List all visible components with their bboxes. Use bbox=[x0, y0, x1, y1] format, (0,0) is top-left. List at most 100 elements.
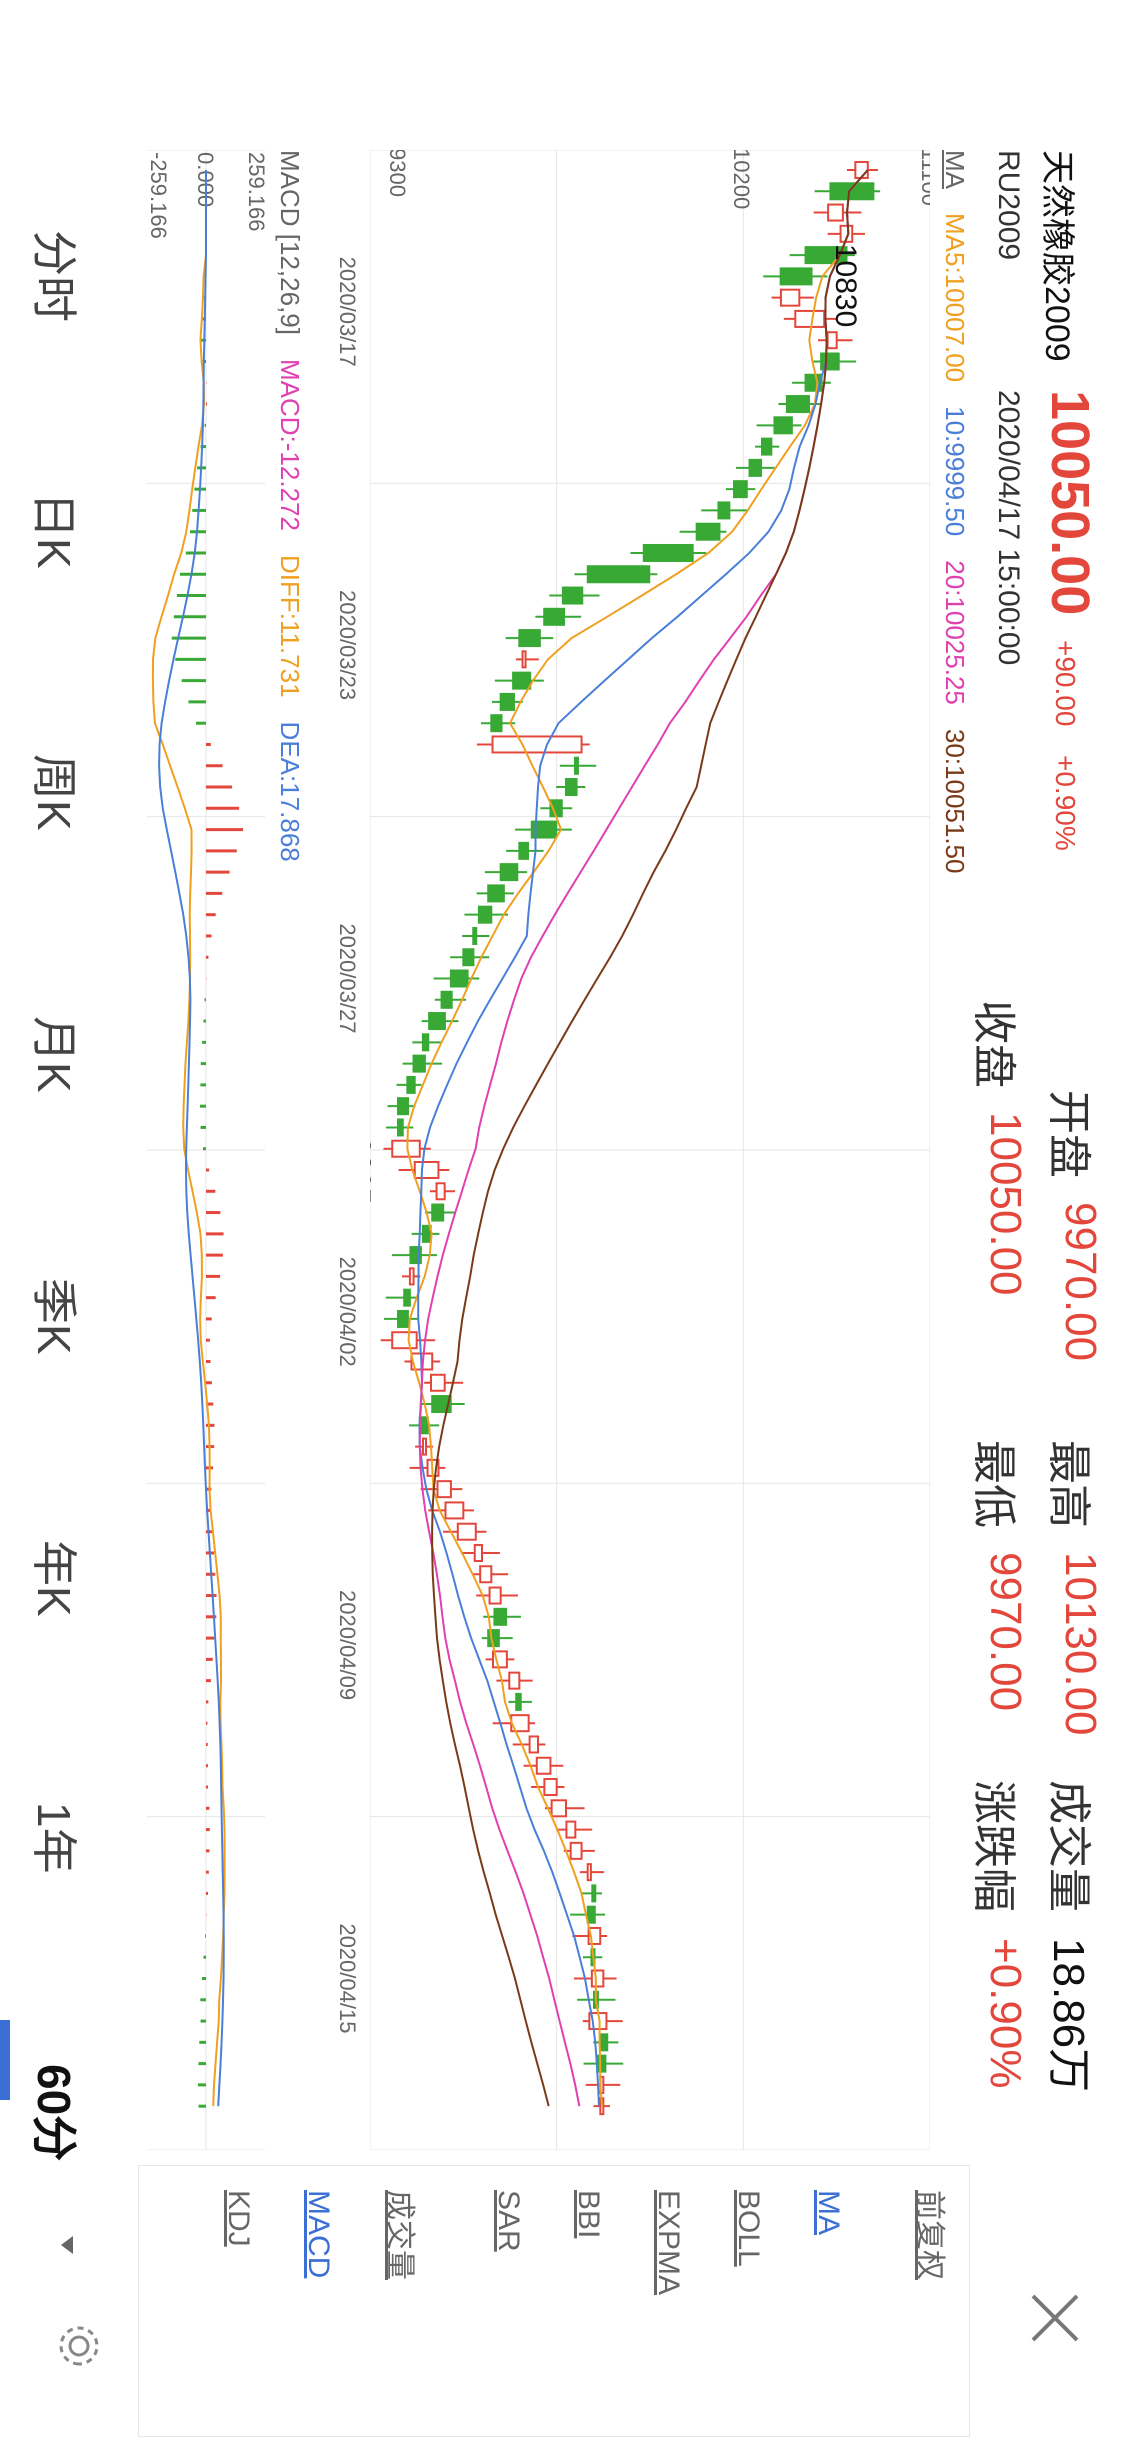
candle-body bbox=[717, 501, 731, 520]
candle-body bbox=[431, 1203, 445, 1222]
price-tick: 10200 bbox=[729, 150, 754, 209]
candle-body bbox=[422, 1437, 427, 1456]
macd-tick: -259.166 bbox=[147, 152, 171, 239]
indicator-item[interactable]: KDJ bbox=[222, 2190, 255, 2247]
indicator-item[interactable]: BBI bbox=[572, 2190, 605, 2239]
ma-legend-item: 30:10051.50 bbox=[940, 728, 970, 874]
period-tab[interactable]: 周K bbox=[28, 754, 80, 831]
candle-body bbox=[535, 1756, 552, 1775]
candle-body bbox=[487, 884, 505, 903]
indicator-item[interactable]: BOLL bbox=[732, 2190, 765, 2267]
indicator-item[interactable]: EXPMA bbox=[652, 2190, 685, 2296]
date-tick: 2020/04/09 bbox=[335, 1590, 360, 1701]
candle-body bbox=[488, 1586, 502, 1605]
candle-body bbox=[412, 1054, 426, 1073]
macd-legend-item: MACD [12,26,9] bbox=[275, 150, 305, 335]
stat-label: 最高 bbox=[1044, 1440, 1093, 1528]
period-tab[interactable]: 年K bbox=[28, 1540, 80, 1617]
candle-body bbox=[695, 522, 721, 541]
candle-body bbox=[479, 1565, 493, 1584]
candle-body bbox=[565, 1820, 577, 1839]
stat-label: 最低 bbox=[969, 1440, 1018, 1528]
stat-value: 9970.00 bbox=[981, 1552, 1030, 1712]
candle-body bbox=[543, 607, 566, 626]
dea-line bbox=[158, 170, 225, 2107]
macd-legend: MACD [12,26,9] MACD:-12.272 DIFF:11.731 DEA… bbox=[274, 150, 305, 886]
period-tab[interactable]: 季K bbox=[28, 1278, 80, 1355]
candle-body bbox=[456, 1522, 477, 1541]
active-tab-indicator bbox=[0, 2020, 10, 2100]
ma-line bbox=[417, 169, 869, 2107]
candle-body bbox=[573, 756, 579, 775]
period-tab[interactable]: 60分 bbox=[28, 2064, 80, 2162]
price-tick: 9300 bbox=[385, 150, 410, 197]
candle-body bbox=[586, 565, 651, 584]
candle-body bbox=[397, 1309, 409, 1328]
candle-body bbox=[444, 1501, 465, 1520]
candlestick-chart: 11100 10200 9300 10830 9365 bbox=[370, 150, 930, 2150]
candle-body bbox=[421, 1033, 430, 1052]
indicator-item[interactable]: 成交量 bbox=[383, 2190, 416, 2280]
candle-body bbox=[530, 820, 558, 839]
macd-legend-item: DIFF:11.731 bbox=[275, 554, 305, 698]
candle-body bbox=[550, 1799, 567, 1818]
last-price: 10050.00 bbox=[1040, 390, 1100, 616]
instrument-name: 天然橡胶2009 bbox=[1038, 150, 1076, 362]
stat-value: 10130.00 bbox=[1056, 1552, 1105, 1736]
indicator-item[interactable]: MACD bbox=[302, 2190, 335, 2279]
candle-body bbox=[408, 1267, 415, 1286]
period-tab[interactable]: 日K bbox=[28, 492, 80, 569]
candle-body bbox=[449, 969, 469, 988]
candle-body bbox=[794, 309, 826, 328]
close-icon[interactable] bbox=[1025, 2288, 1085, 2348]
indicator-item[interactable]: MA bbox=[812, 2190, 845, 2235]
date-tick: 2020/04/15 bbox=[335, 1923, 360, 2034]
candle-body bbox=[490, 714, 503, 733]
candle-body bbox=[642, 543, 694, 562]
gear-icon[interactable] bbox=[53, 2320, 105, 2372]
stat-label: 成交量 bbox=[1044, 1780, 1093, 1912]
candle-body bbox=[596, 2054, 607, 2073]
high-annotation: 10830 bbox=[829, 244, 862, 327]
ma-legend-item: MA5:10007.00 bbox=[940, 213, 970, 383]
indicator-item[interactable]: SAR bbox=[492, 2190, 525, 2252]
stat-value: 9970.00 bbox=[1056, 1202, 1105, 1362]
ma-legend-item: 10:9999.50 bbox=[940, 406, 970, 537]
low-annotation: 9365 bbox=[370, 1137, 376, 1204]
date-tick: 2020/03/17 bbox=[335, 256, 360, 367]
candle-body bbox=[397, 1118, 404, 1137]
candle-body bbox=[773, 416, 793, 435]
candle-body bbox=[512, 671, 532, 690]
candle-body bbox=[518, 629, 541, 648]
stat-value: +0.90% bbox=[981, 1938, 1030, 2089]
date-tick: 2020/03/27 bbox=[335, 923, 360, 1034]
ma-line bbox=[431, 169, 869, 2107]
ma-title[interactable]: MA bbox=[940, 150, 970, 189]
candle-body bbox=[518, 841, 530, 860]
period-tab[interactable]: 1年 bbox=[28, 1802, 80, 1874]
instrument-code: RU2009 bbox=[992, 150, 1025, 261]
stat-label: 涨跌幅 bbox=[969, 1780, 1018, 1912]
candle-body bbox=[586, 1905, 596, 1924]
candle-body bbox=[499, 863, 519, 882]
candle-body bbox=[508, 1671, 521, 1690]
candle-body bbox=[477, 905, 493, 924]
period-tab[interactable]: 分时 bbox=[28, 230, 80, 322]
candle-body bbox=[528, 1735, 539, 1754]
ma-line bbox=[418, 169, 869, 2107]
indicator-menu bbox=[138, 2165, 970, 2437]
period-tab[interactable]: 月K bbox=[28, 1016, 80, 1093]
macd-tick: 259.166 bbox=[244, 152, 265, 232]
candle-body bbox=[436, 1480, 452, 1499]
candle-body bbox=[429, 1373, 446, 1392]
stat-label: 开盘 bbox=[1044, 1090, 1093, 1178]
candle-body bbox=[732, 480, 748, 499]
candle-body bbox=[435, 1182, 446, 1201]
dropdown-caret-icon[interactable] bbox=[61, 2236, 73, 2254]
candle-body bbox=[515, 1692, 522, 1711]
candle-body bbox=[403, 1288, 411, 1307]
macd-legend-item: DEA:17.868 bbox=[275, 721, 305, 862]
candle-body bbox=[839, 224, 854, 243]
indicator-item[interactable]: 前复权 bbox=[913, 2190, 946, 2280]
